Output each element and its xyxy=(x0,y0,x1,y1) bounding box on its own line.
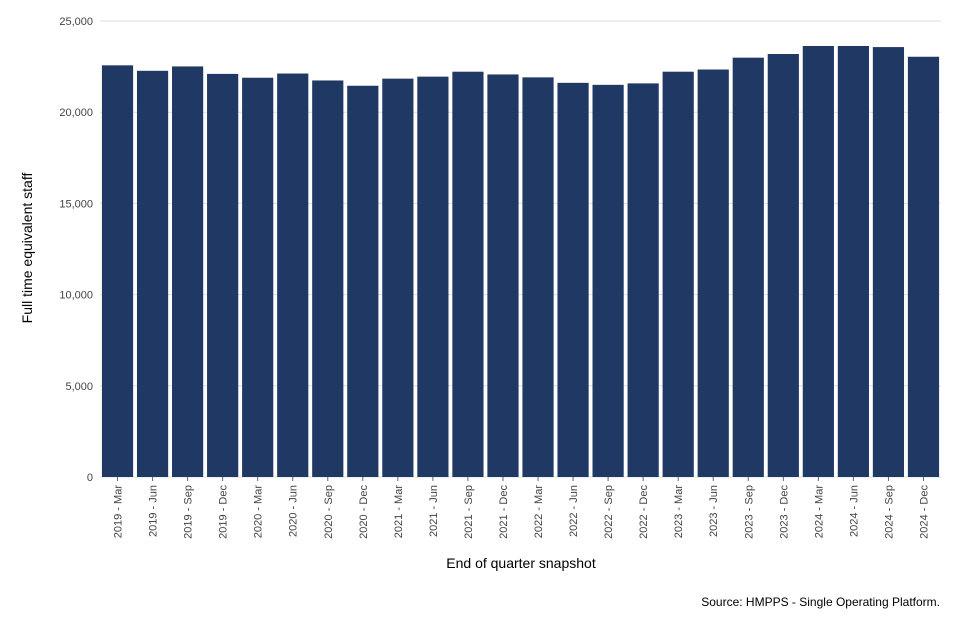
x-axis-ticks: 2019 - Mar 2019 - Jun 2019 - Sep 2019 - Dec… xyxy=(113,477,930,539)
source-note: Source: HMPPS - Single Operating Platfor… xyxy=(701,595,940,609)
bar xyxy=(172,66,204,477)
y-tick-label: 15,000 xyxy=(59,198,93,210)
bar xyxy=(417,76,449,477)
bar xyxy=(627,83,659,477)
bar xyxy=(732,57,764,477)
x-tick-label: 2020 - Jun xyxy=(288,485,300,537)
bar xyxy=(907,56,940,478)
x-tick-label: 2021 - Dec xyxy=(498,485,510,539)
x-tick-label: 2022 - Dec xyxy=(638,485,650,539)
x-tick-label: 2023 - Sep xyxy=(743,485,755,539)
bar xyxy=(697,69,729,477)
x-tick-label: 2019 - Dec xyxy=(218,485,230,539)
bar xyxy=(557,82,589,477)
x-tick-label: 2024 - Dec xyxy=(918,485,930,539)
bar xyxy=(802,45,834,477)
bar xyxy=(487,74,519,477)
bar xyxy=(662,71,694,477)
y-tick-label: 5,000 xyxy=(65,381,93,393)
x-tick-label: 2021 - Jun xyxy=(428,485,440,537)
bar xyxy=(592,84,624,477)
bar xyxy=(312,80,344,477)
gridlines xyxy=(100,20,941,478)
bar xyxy=(837,45,869,477)
x-tick-label: 2023 - Mar xyxy=(673,485,685,539)
x-tick-label: 2024 - Mar xyxy=(813,485,825,539)
x-tick-label: 2020 - Mar xyxy=(253,485,265,539)
bar xyxy=(872,47,905,478)
bar xyxy=(452,71,484,477)
bar xyxy=(382,78,414,477)
x-tick-label: 2022 - Sep xyxy=(603,485,615,539)
x-tick-label: 2019 - Mar xyxy=(113,485,125,539)
bar xyxy=(101,65,134,478)
y-tick-label: 25,000 xyxy=(59,16,93,28)
x-tick-label: 2020 - Dec xyxy=(358,485,370,539)
bar xyxy=(347,85,379,477)
bar xyxy=(767,54,799,477)
x-tick-label: 2021 - Mar xyxy=(393,485,405,539)
bar xyxy=(136,70,169,477)
y-tick-label: 0 xyxy=(87,472,93,484)
x-tick-label: 2023 - Jun xyxy=(708,485,720,537)
x-tick-label: 2020 - Sep xyxy=(323,485,335,539)
x-tick-label: 2024 - Jun xyxy=(848,485,860,537)
x-tick-label: 2021 - Sep xyxy=(463,485,475,539)
bar xyxy=(242,77,274,477)
x-tick-label: 2022 - Mar xyxy=(533,485,545,539)
bar xyxy=(277,73,309,478)
bar xyxy=(207,73,239,478)
bars xyxy=(101,45,940,478)
y-axis-title: Full time equivalent staff xyxy=(19,173,35,324)
x-tick-label: 2022 - Jun xyxy=(568,485,580,537)
x-tick-label: 2019 - Sep xyxy=(183,485,195,539)
y-axis-ticks: 0 5,000 10,000 15,000 20,000 25,000 xyxy=(59,16,93,484)
x-tick-label: 2019 - Jun xyxy=(148,485,160,537)
bar xyxy=(522,77,554,477)
y-tick-label: 10,000 xyxy=(59,290,93,302)
y-tick-label: 20,000 xyxy=(59,107,93,119)
x-axis-title: End of quarter snapshot xyxy=(446,555,596,571)
x-tick-label: 2023 - Dec xyxy=(778,485,790,539)
x-tick-label: 2024 - Sep xyxy=(883,485,895,539)
